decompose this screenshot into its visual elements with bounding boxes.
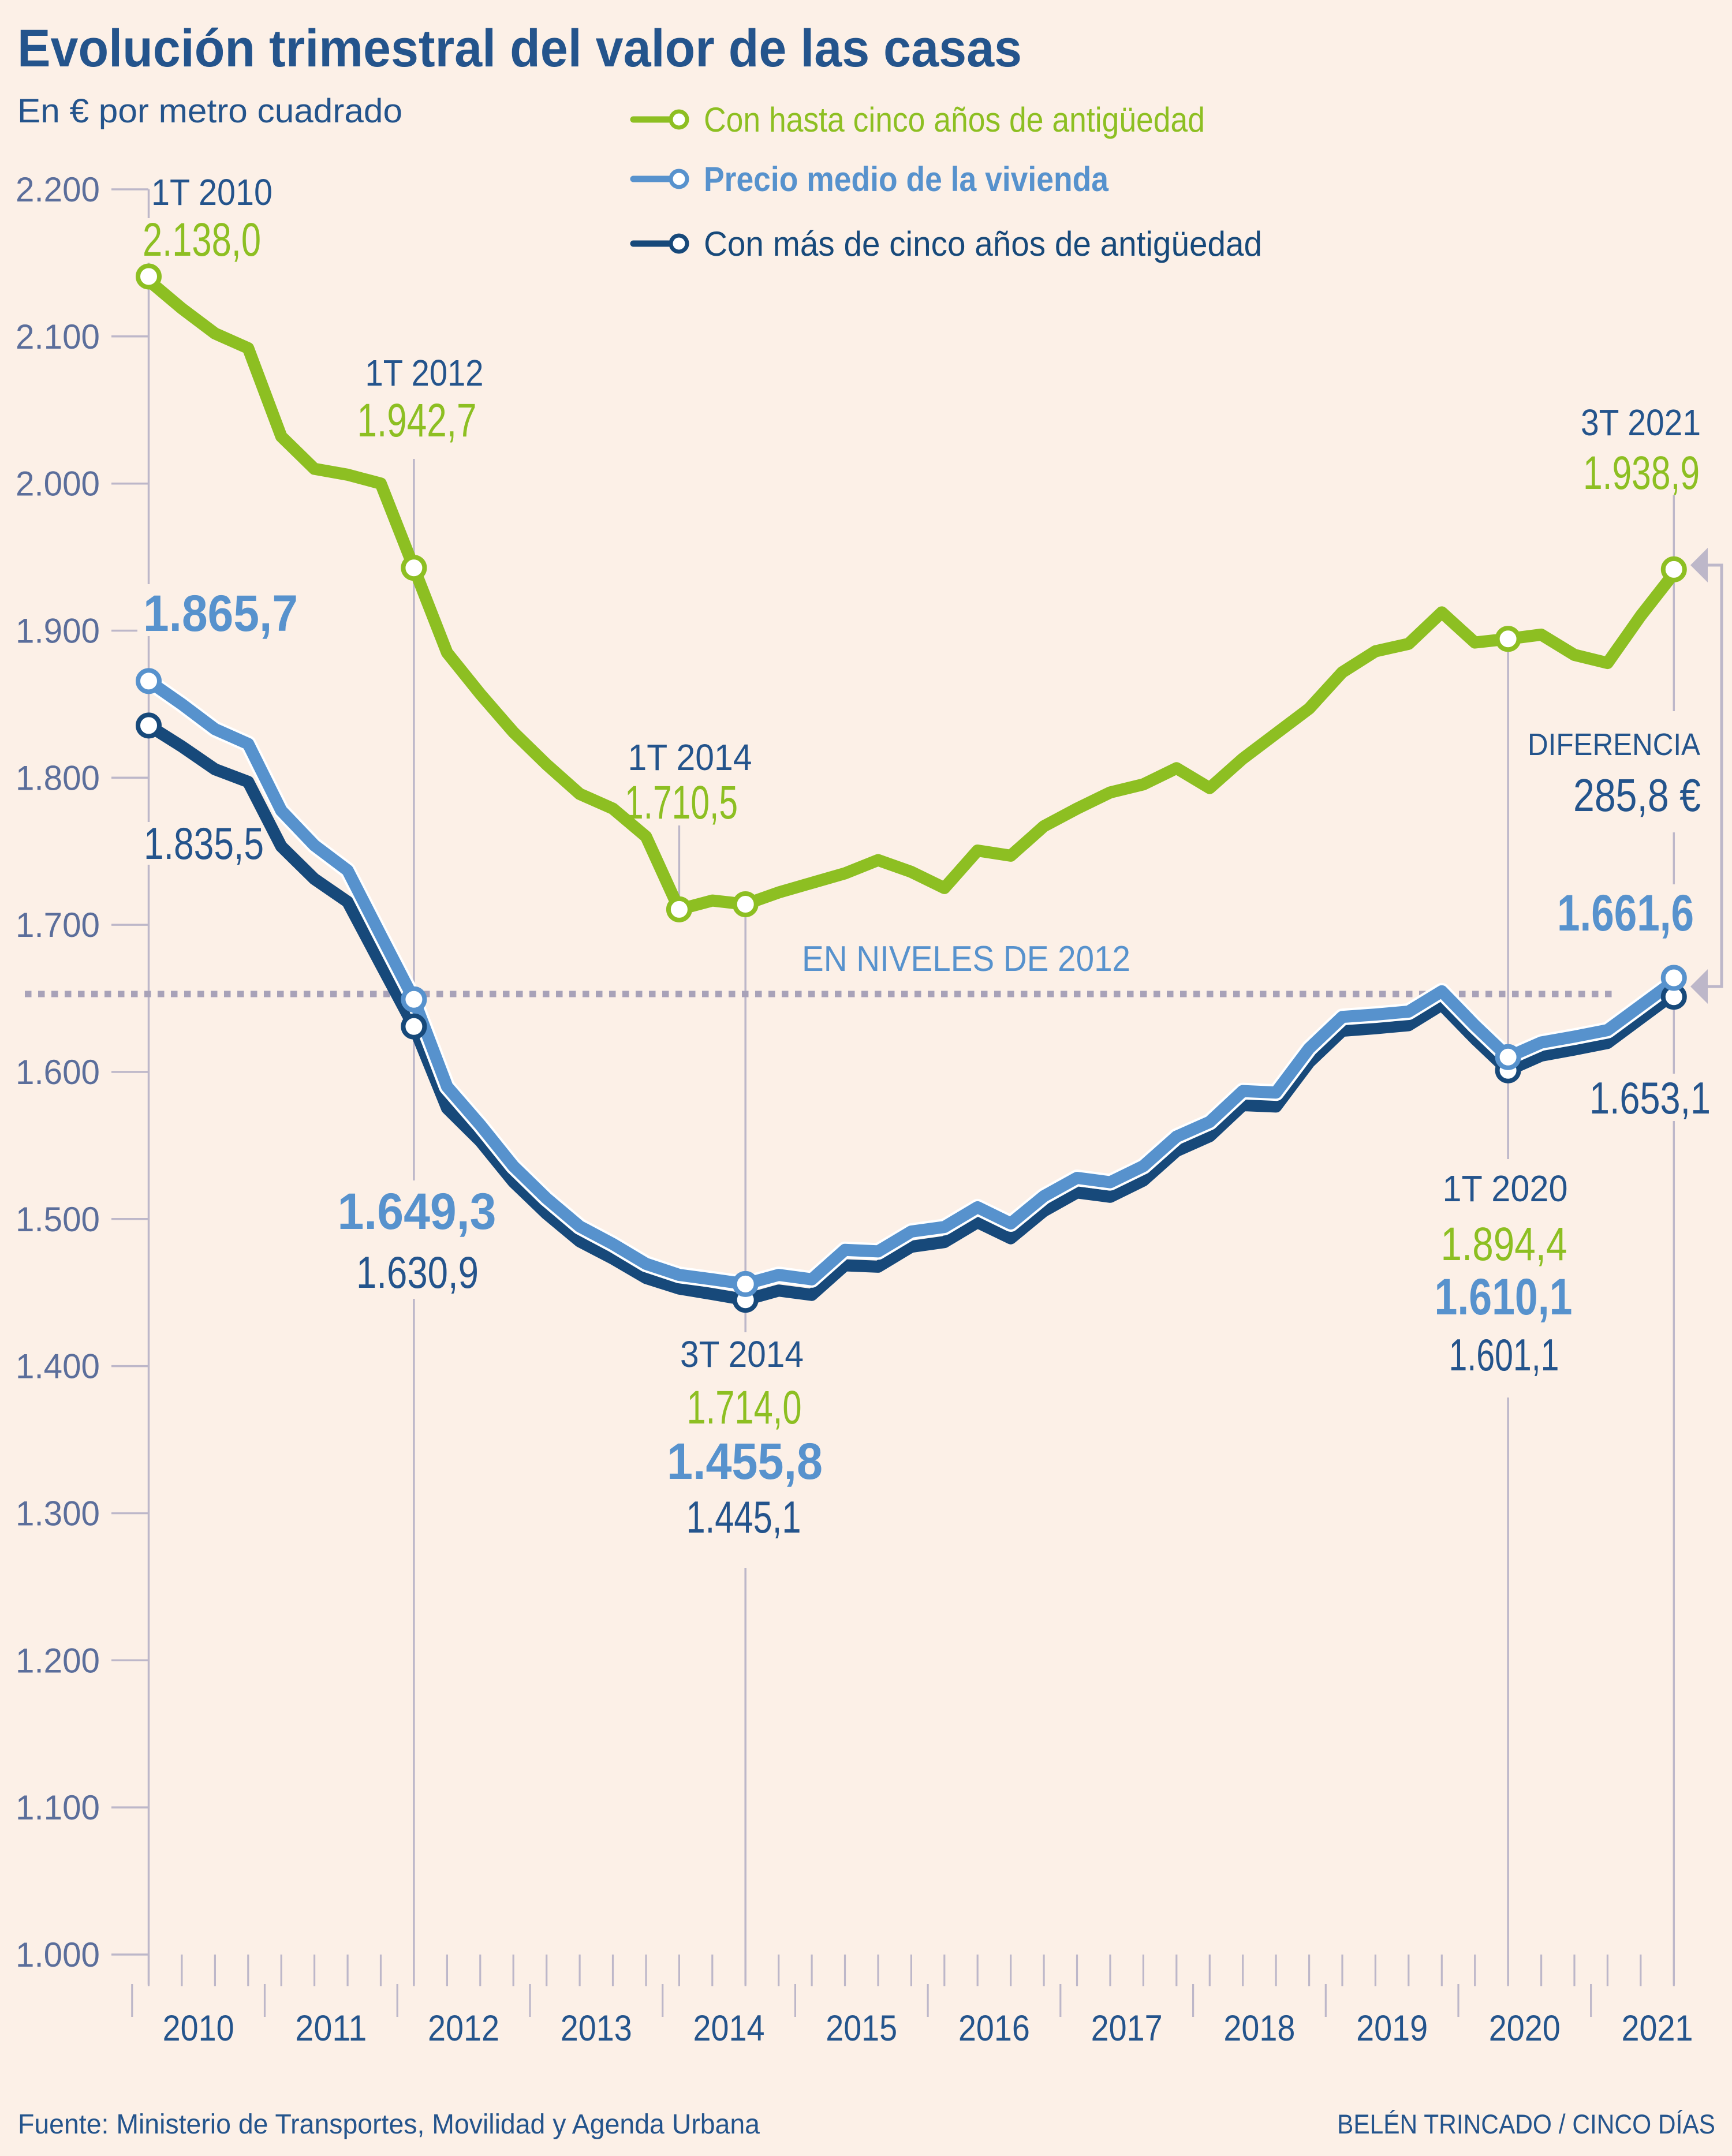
svg-text:2010: 2010 — [163, 2008, 234, 2049]
svg-text:1.938,9: 1.938,9 — [1583, 447, 1700, 499]
svg-text:1.649,3: 1.649,3 — [338, 1182, 497, 1240]
svg-text:1.300: 1.300 — [16, 1494, 100, 1533]
svg-text:En € por metro cuadrado: En € por metro cuadrado — [17, 92, 402, 130]
svg-text:Precio medio de la vivienda: Precio medio de la vivienda — [704, 160, 1109, 199]
svg-text:BELÉN TRINCADO / CINCO DÍAS: BELÉN TRINCADO / CINCO DÍAS — [1337, 2109, 1715, 2139]
svg-text:2.100: 2.100 — [16, 317, 100, 356]
svg-text:1T 2014: 1T 2014 — [628, 737, 752, 778]
svg-text:1.661,6: 1.661,6 — [1557, 884, 1694, 941]
svg-text:1.455,8: 1.455,8 — [667, 1432, 823, 1490]
svg-text:Fuente: Ministerio de Transpor: Fuente: Ministerio de Transportes, Movil… — [18, 2109, 760, 2140]
svg-text:DIFERENCIA: DIFERENCIA — [1528, 727, 1700, 762]
svg-text:3T 2021: 3T 2021 — [1581, 402, 1701, 443]
svg-text:285,8 €: 285,8 € — [1573, 769, 1701, 821]
svg-text:EN NIVELES DE 2012: EN NIVELES DE 2012 — [802, 939, 1130, 979]
svg-text:1.500: 1.500 — [16, 1200, 100, 1239]
svg-text:2.138,0: 2.138,0 — [143, 214, 261, 266]
svg-text:2.000: 2.000 — [16, 465, 100, 503]
svg-text:2011: 2011 — [295, 2008, 367, 2049]
svg-text:1.100: 1.100 — [16, 1788, 100, 1827]
svg-text:Con más de cinco años de antig: Con más de cinco años de antigüedad — [704, 225, 1262, 263]
svg-text:1.445,1: 1.445,1 — [686, 1492, 801, 1542]
svg-text:Evolución trimestral del valor: Evolución trimestral del valor de las ca… — [17, 19, 1022, 78]
svg-text:1.000: 1.000 — [16, 1935, 100, 1974]
svg-text:2018: 2018 — [1223, 2008, 1295, 2049]
svg-text:1.714,0: 1.714,0 — [687, 1381, 802, 1434]
svg-text:2.200: 2.200 — [16, 170, 100, 209]
svg-text:1.400: 1.400 — [16, 1347, 100, 1386]
svg-text:2019: 2019 — [1356, 2008, 1428, 2049]
svg-text:2016: 2016 — [958, 2008, 1030, 2049]
svg-text:1.610,1: 1.610,1 — [1435, 1268, 1573, 1325]
svg-text:1.600: 1.600 — [16, 1053, 100, 1092]
svg-text:1.942,7: 1.942,7 — [357, 394, 477, 447]
svg-text:1.800: 1.800 — [16, 758, 100, 797]
svg-text:2017: 2017 — [1091, 2008, 1163, 2049]
svg-text:1T 2020: 1T 2020 — [1443, 1168, 1568, 1209]
svg-text:1.894,4: 1.894,4 — [1441, 1218, 1567, 1271]
svg-text:1.700: 1.700 — [16, 906, 100, 944]
svg-text:2012: 2012 — [428, 2008, 499, 2049]
svg-text:1T 2012: 1T 2012 — [365, 352, 484, 394]
svg-text:1.601,1: 1.601,1 — [1449, 1329, 1559, 1380]
svg-text:2014: 2014 — [693, 2008, 765, 2049]
svg-text:1.865,7: 1.865,7 — [143, 584, 298, 642]
svg-text:Con hasta cinco años de antigü: Con hasta cinco años de antigüedad — [704, 100, 1205, 139]
svg-text:2021: 2021 — [1622, 2008, 1693, 2049]
svg-text:2013: 2013 — [561, 2008, 632, 2049]
svg-text:1.710,5: 1.710,5 — [625, 776, 738, 829]
svg-text:1.200: 1.200 — [16, 1641, 100, 1680]
svg-text:1T 2010: 1T 2010 — [151, 171, 273, 213]
svg-text:1.653,1: 1.653,1 — [1589, 1073, 1711, 1123]
svg-text:3T 2014: 3T 2014 — [680, 1333, 804, 1375]
svg-text:1.835,5: 1.835,5 — [144, 818, 264, 869]
svg-text:2020: 2020 — [1489, 2008, 1561, 2049]
svg-text:1.630,9: 1.630,9 — [356, 1247, 479, 1298]
svg-text:2015: 2015 — [826, 2008, 897, 2049]
svg-text:1.900: 1.900 — [16, 612, 100, 651]
